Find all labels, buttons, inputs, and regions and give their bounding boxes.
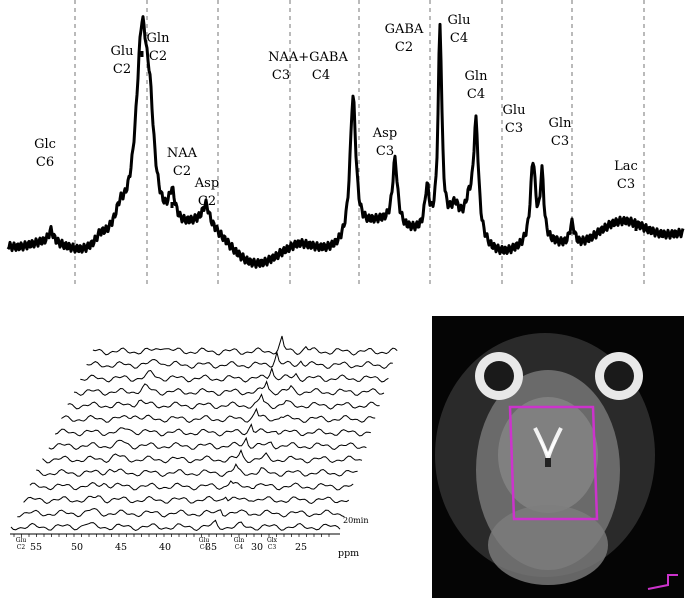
peak-label-line: C2 xyxy=(198,194,216,209)
peak-label-line: Glu xyxy=(448,13,471,28)
peak-label-line: Asp xyxy=(372,126,397,141)
peak-label-line: Gln xyxy=(465,69,489,84)
peak-label-line: C2 xyxy=(149,49,167,64)
peak-label-line: C2 xyxy=(395,40,413,55)
peak-label-line: Gln xyxy=(147,31,171,46)
stacked-marker-label: Glx xyxy=(267,537,278,544)
peak-label-line: C4 xyxy=(312,68,330,83)
stacked-trace xyxy=(36,463,358,478)
stacked-trace xyxy=(67,393,380,410)
peak-label-line: C4 xyxy=(450,31,468,46)
mri-scale-mark xyxy=(647,574,678,590)
peak-marker xyxy=(170,202,174,208)
stacked-trace xyxy=(10,519,341,532)
peak-label-line: C3 xyxy=(505,121,523,136)
peak-label-line: C3 xyxy=(376,144,394,159)
stacked-trace xyxy=(42,448,363,464)
peak-label-line: C3 xyxy=(617,177,635,192)
peak-label-line: Glu xyxy=(111,44,134,59)
stacked-x-tick-label: 55 xyxy=(30,542,42,553)
stacked-x-ticks xyxy=(13,534,330,537)
mri-dark-spot xyxy=(545,458,551,467)
peak-label-line: C3 xyxy=(551,134,569,149)
top-spectrum-peak-markers xyxy=(140,51,638,231)
peak-label-line: Asp xyxy=(194,176,219,191)
stacked-trace xyxy=(48,436,367,451)
peak-label-line: C2 xyxy=(113,62,131,77)
stacked-trace xyxy=(80,366,389,383)
peak-label-line: GABA xyxy=(385,22,424,37)
peak-label-line: C2 xyxy=(173,164,191,179)
mri-ventricle-center xyxy=(539,439,557,458)
mri-brain-image xyxy=(432,316,684,598)
stacked-marker-label: C4 xyxy=(235,544,244,551)
peak-label-line: NAA xyxy=(167,146,198,161)
stacked-trace xyxy=(73,380,385,396)
stacked-x-tick-label: 30 xyxy=(251,542,263,553)
peak-label-line: Gln xyxy=(549,116,573,131)
peak-label-line: NAA+GABA xyxy=(268,50,348,65)
stacked-x-tick-label: 40 xyxy=(159,542,171,553)
stacked-marker-label: C3 xyxy=(268,544,277,551)
stacked-time-label: 20min xyxy=(343,516,368,525)
mri-roi-box xyxy=(508,405,599,521)
peak-label-line: Glc xyxy=(34,137,56,152)
stacked-trace xyxy=(54,423,371,437)
stacked-x-tick-label: 45 xyxy=(115,542,127,553)
stacked-marker-label: Glu xyxy=(16,537,27,544)
stacked-x-tick-label: 35 xyxy=(205,542,217,553)
stacked-marker-label: Gln xyxy=(234,537,245,544)
stacked-marker-label: Glu xyxy=(199,537,210,544)
stacked-x-tick-label: 50 xyxy=(71,542,83,553)
peak-marker xyxy=(140,51,144,57)
stacked-x-tick-labels: 55 50 45 40 35 30 25 xyxy=(30,542,307,553)
stacked-marker-label: C2 xyxy=(17,544,26,551)
peak-marker xyxy=(425,189,429,195)
peak-label-line: C6 xyxy=(36,155,54,170)
stacked-trace xyxy=(23,495,350,505)
stacked-spectra-traces xyxy=(10,335,398,532)
stacked-marker-label: C4 xyxy=(200,544,209,551)
peak-marker xyxy=(634,225,638,231)
stacked-trace xyxy=(61,407,376,423)
mri-cerebellum xyxy=(488,505,608,585)
peak-label-line: Glu xyxy=(503,103,526,118)
stacked-trace xyxy=(92,335,398,356)
peak-label-line: C4 xyxy=(467,87,485,102)
stacked-x-axis-title: ppm xyxy=(338,548,359,559)
mri-left-eye xyxy=(484,361,514,391)
peak-label-line: Lac xyxy=(614,159,638,174)
peak-marker xyxy=(474,116,478,122)
stacked-x-tick-label: 25 xyxy=(295,542,307,553)
stacked-trace xyxy=(17,507,345,518)
mri-right-eye xyxy=(604,361,634,391)
stacked-trace xyxy=(29,480,354,491)
stacked-trace xyxy=(86,350,393,369)
top-spectrum-trace xyxy=(6,15,685,269)
peak-label-line: C3 xyxy=(272,68,290,83)
